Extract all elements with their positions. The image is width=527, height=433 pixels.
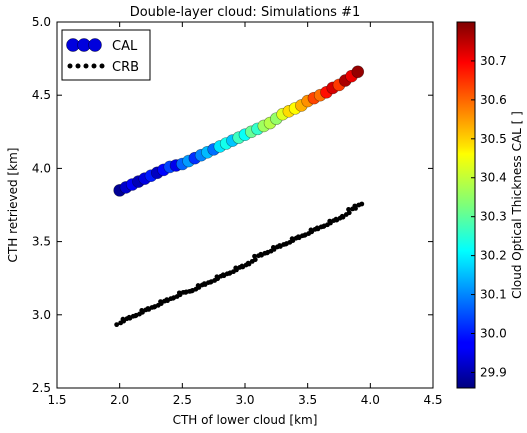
legend-box xyxy=(61,29,151,81)
y-tick-label: 3.0 xyxy=(32,308,51,322)
crb-point xyxy=(120,316,126,322)
crb-point xyxy=(289,236,295,242)
crb-point xyxy=(158,299,163,305)
cal-point xyxy=(351,65,365,79)
x-tick-label: 3.0 xyxy=(235,393,254,407)
x-axis: 1.5 2.0 2.5 3.0 3.5 4.0 4.5 xyxy=(47,22,443,407)
crb-point xyxy=(308,227,314,233)
x-tick-label: 1.5 xyxy=(47,393,66,407)
crb-point xyxy=(264,250,270,256)
colorbar-tick-label: 30.0 xyxy=(480,326,507,340)
x-tick-label: 4.0 xyxy=(361,393,380,407)
crb-point xyxy=(114,322,120,328)
crb-point xyxy=(208,279,214,285)
colorbar-tick-label: 30.7 xyxy=(480,54,507,68)
crb-point xyxy=(183,289,189,295)
colorbar-tick-label: 30.1 xyxy=(480,288,507,302)
x-axis-label: CTH of lower cloud [km] xyxy=(173,413,318,427)
crb-point xyxy=(145,306,151,311)
crb-point xyxy=(164,297,170,303)
colorbar-ticks: 29.9 30.0 30.1 30.2 30.3 30.4 30.5 30.6 30.7 xyxy=(471,54,507,379)
colorbar-tick-label: 30.4 xyxy=(480,171,507,185)
y-tick-label: 3.5 xyxy=(32,235,51,249)
y-axis-label: CTH retrieved [km] xyxy=(6,148,20,263)
crb-point xyxy=(302,232,308,238)
crb-point xyxy=(333,216,339,222)
x-tick-label: 3.5 xyxy=(298,393,317,407)
crb-point xyxy=(359,201,365,207)
plot-area xyxy=(113,65,365,328)
crb-point xyxy=(151,304,157,310)
legend-marker-cal xyxy=(66,38,102,52)
legend-label-crb: CRB xyxy=(112,60,139,75)
crb-point xyxy=(258,251,264,257)
crb-point xyxy=(170,295,176,301)
crb-point xyxy=(189,288,195,294)
crb-point xyxy=(233,265,239,271)
colorbar-gradient xyxy=(456,21,476,389)
chart-title: Double-layer cloud: Simulations #1 xyxy=(130,5,361,20)
crb-point xyxy=(346,206,351,212)
crb-point xyxy=(245,260,251,266)
legend: CAL CRB xyxy=(61,29,151,81)
crb-point xyxy=(195,283,201,288)
crb-point xyxy=(214,274,220,280)
crb-point xyxy=(133,313,138,319)
colorbar-tick-label: 30.6 xyxy=(480,93,507,107)
colorbar-label: Cloud Optical Thickness CAL [ ] xyxy=(510,111,524,299)
crb-point xyxy=(352,203,358,209)
crb-point xyxy=(126,314,132,320)
legend-marker-crb xyxy=(67,63,105,69)
crb-point xyxy=(339,213,345,219)
crb-point xyxy=(296,234,301,240)
x-tick-label: 2.5 xyxy=(173,393,192,407)
crb-point xyxy=(277,243,282,248)
crb-point xyxy=(202,281,207,286)
crb-point xyxy=(227,270,232,276)
crb-point xyxy=(314,225,320,231)
crb-point xyxy=(327,218,333,224)
y-tick-label: 4.0 xyxy=(32,161,51,175)
y-tick-label: 5.0 xyxy=(32,15,51,29)
crb-point xyxy=(270,245,276,250)
crb-point xyxy=(220,272,226,278)
crb-point xyxy=(239,263,245,269)
crb-point xyxy=(176,290,182,296)
y-tick-label: 2.5 xyxy=(32,381,51,395)
x-tick-label: 2.0 xyxy=(110,393,129,407)
colorbar-tick-label: 30.2 xyxy=(480,249,507,263)
colorbar-tick-label: 30.5 xyxy=(480,132,507,146)
crb-point xyxy=(283,241,289,247)
crb-point xyxy=(252,253,257,259)
colorbar-tick-label: 30.3 xyxy=(480,210,507,224)
y-axis: 2.5 3.0 3.5 4.0 4.5 5.0 xyxy=(32,15,433,395)
crb-point xyxy=(139,308,145,313)
y-tick-label: 4.5 xyxy=(32,88,51,102)
crb-point xyxy=(321,224,326,229)
colorbar-tick-label: 29.9 xyxy=(480,365,507,379)
colorbar: 29.9 30.0 30.1 30.2 30.3 30.4 30.5 30.6 30.7 Clo… xyxy=(456,21,524,389)
x-tick-label: 4.5 xyxy=(423,393,442,407)
legend-label-cal: CAL xyxy=(112,39,138,54)
